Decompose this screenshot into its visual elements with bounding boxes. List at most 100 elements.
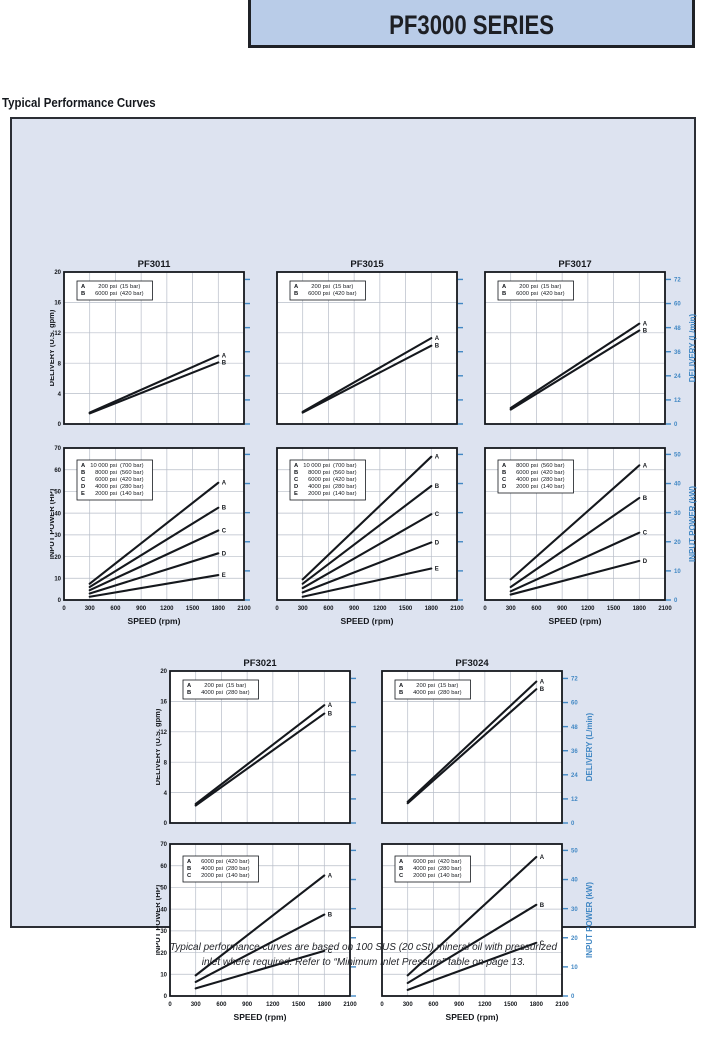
y-axis-title-right: INPUT POWER (kW) — [688, 486, 697, 562]
series-label-A: A — [435, 336, 440, 342]
series-label-A: A — [222, 481, 227, 487]
svg-text:0: 0 — [275, 606, 279, 612]
svg-text:900: 900 — [557, 606, 568, 612]
svg-text:1500: 1500 — [186, 606, 200, 612]
legend: A 10 000 psi (700 bar) B 8000 psi (560 bar) C 6… — [289, 459, 366, 501]
series-line-B — [509, 329, 641, 411]
svg-text:8000 psi: 8000 psi — [95, 470, 117, 476]
chart-slot-pf3015-power: 0 300 600 900 1200 1500 1800 2100 SPEED (rpm) A 10… — [263, 442, 495, 641]
svg-text:20: 20 — [54, 270, 61, 276]
svg-text:50: 50 — [160, 886, 167, 892]
chart-title: PF3017 — [558, 259, 591, 270]
svg-text:B: B — [81, 470, 85, 476]
svg-text:2100: 2100 — [450, 606, 464, 612]
svg-text:60: 60 — [54, 468, 61, 474]
chart-title: PF3021 — [243, 658, 277, 669]
series-line-D — [301, 541, 433, 594]
svg-text:B: B — [187, 866, 191, 872]
svg-text:B: B — [187, 690, 191, 696]
svg-text:6000 psi: 6000 psi — [95, 477, 117, 483]
svg-text:4: 4 — [164, 791, 168, 797]
series-label-B: B — [435, 484, 440, 490]
svg-text:48: 48 — [571, 725, 578, 731]
svg-text:300: 300 — [191, 1002, 202, 1008]
svg-text:(15 bar): (15 bar) — [438, 683, 458, 689]
svg-text:(280 bar): (280 bar) — [226, 866, 250, 872]
chart-pf3021-delivery: PF3021 0 4 8 12 16 20 DELIVERY (U.S. gpm) A 200 p… — [153, 658, 356, 827]
svg-text:10: 10 — [160, 972, 167, 978]
svg-text:C: C — [81, 477, 86, 483]
svg-text:600: 600 — [110, 606, 121, 612]
plot-border — [484, 447, 666, 601]
svg-text:6000 psi: 6000 psi — [308, 477, 330, 483]
series-label-B: B — [328, 913, 333, 919]
series-line-A — [194, 874, 326, 977]
right-axis — [245, 453, 250, 601]
legend: A 8000 psi (560 bar) B 6000 psi (420 bar) C 400… — [497, 459, 574, 494]
series-line-A — [406, 680, 538, 803]
series-label-D: D — [643, 559, 648, 565]
svg-text:200 psi: 200 psi — [98, 284, 117, 290]
svg-text:2100: 2100 — [343, 1002, 357, 1008]
series-label-E: E — [222, 573, 226, 579]
x-axis-labels: 0 300 600 900 1200 1500 1800 2100 — [168, 1002, 357, 1008]
svg-text:0: 0 — [164, 994, 168, 1000]
svg-text:16: 16 — [54, 301, 61, 307]
plot-border — [276, 447, 458, 601]
plot-border — [276, 271, 458, 425]
x-axis-title: SPEED (rpm) — [234, 1012, 287, 1022]
svg-text:(280 bar): (280 bar) — [120, 484, 144, 490]
svg-text:600: 600 — [216, 1002, 227, 1008]
svg-text:20: 20 — [674, 540, 681, 546]
svg-text:1800: 1800 — [318, 1002, 332, 1008]
footer-note-line2: inlet where required. Refer to “Minimum … — [201, 956, 526, 968]
series-label-A: A — [435, 455, 440, 461]
series-label-C: C — [540, 941, 545, 947]
footer-note-line1: Typical performance curves are based on … — [169, 942, 558, 953]
series-line-B — [194, 712, 326, 807]
right-axis: 0 10 20 30 40 50 — [666, 453, 681, 604]
series-label-B: B — [435, 344, 440, 350]
series-label-B: B — [540, 687, 545, 693]
svg-text:24: 24 — [571, 773, 578, 779]
svg-text:D: D — [294, 484, 298, 490]
svg-text:0: 0 — [571, 821, 575, 827]
series-line-A — [88, 481, 220, 585]
series-label-A: A — [222, 354, 227, 360]
svg-text:6000 psi: 6000 psi — [413, 859, 435, 865]
svg-text:24: 24 — [674, 374, 681, 380]
y-axis-labels: 0 4 8 12 16 20 — [54, 270, 61, 428]
svg-text:2000 psi: 2000 psi — [413, 873, 435, 879]
svg-text:(420 bar): (420 bar) — [438, 859, 462, 865]
svg-text:20: 20 — [160, 951, 167, 957]
series-label-B: B — [643, 329, 648, 335]
series-line-A — [194, 704, 326, 806]
svg-text:4000 psi: 4000 psi — [516, 477, 538, 483]
svg-text:36: 36 — [571, 749, 578, 755]
series-line-B — [301, 344, 433, 414]
series-label-A: A — [328, 873, 333, 879]
svg-text:0: 0 — [62, 606, 66, 612]
svg-text:(420 bar): (420 bar) — [541, 470, 565, 476]
svg-text:6000 psi: 6000 psi — [95, 291, 117, 297]
svg-text:16: 16 — [160, 700, 167, 706]
chart-pf3011-power: 0 10 20 30 40 50 60 70 INPUT POWER (HP) 0 300 600 90… — [47, 446, 251, 626]
svg-text:72: 72 — [571, 677, 578, 683]
svg-text:48: 48 — [674, 326, 681, 332]
page-title: PF3000 SERIES — [389, 10, 554, 40]
right-axis: 0 12 24 36 48 60 72 — [666, 278, 681, 428]
chart-pf3015-delivery: PF3015 A 200 psi (15 bar) B 6000 psi (420 bar)… — [276, 259, 463, 425]
chart-slot-pf3024-delivery: PF3024 0 12 24 36 48 60 72 DELIVERY (L/min) A 200 … — [368, 657, 600, 838]
svg-text:8000 psi: 8000 psi — [516, 463, 538, 469]
svg-text:1500: 1500 — [292, 1002, 306, 1008]
svg-text:2000 psi: 2000 psi — [308, 491, 330, 497]
svg-text:2100: 2100 — [555, 1002, 569, 1008]
svg-text:(280 bar): (280 bar) — [438, 690, 462, 696]
svg-text:0: 0 — [483, 606, 487, 612]
svg-text:4000 psi: 4000 psi — [308, 484, 330, 490]
svg-text:900: 900 — [349, 606, 360, 612]
series-label-C: C — [328, 949, 333, 955]
right-axis — [458, 453, 463, 601]
svg-text:(280 bar): (280 bar) — [541, 477, 565, 483]
chart-slot-pf3011-delivery: PF3011 0 4 8 12 16 20 DELIVERY (U.S. gpm) A 200 p… — [47, 258, 282, 439]
